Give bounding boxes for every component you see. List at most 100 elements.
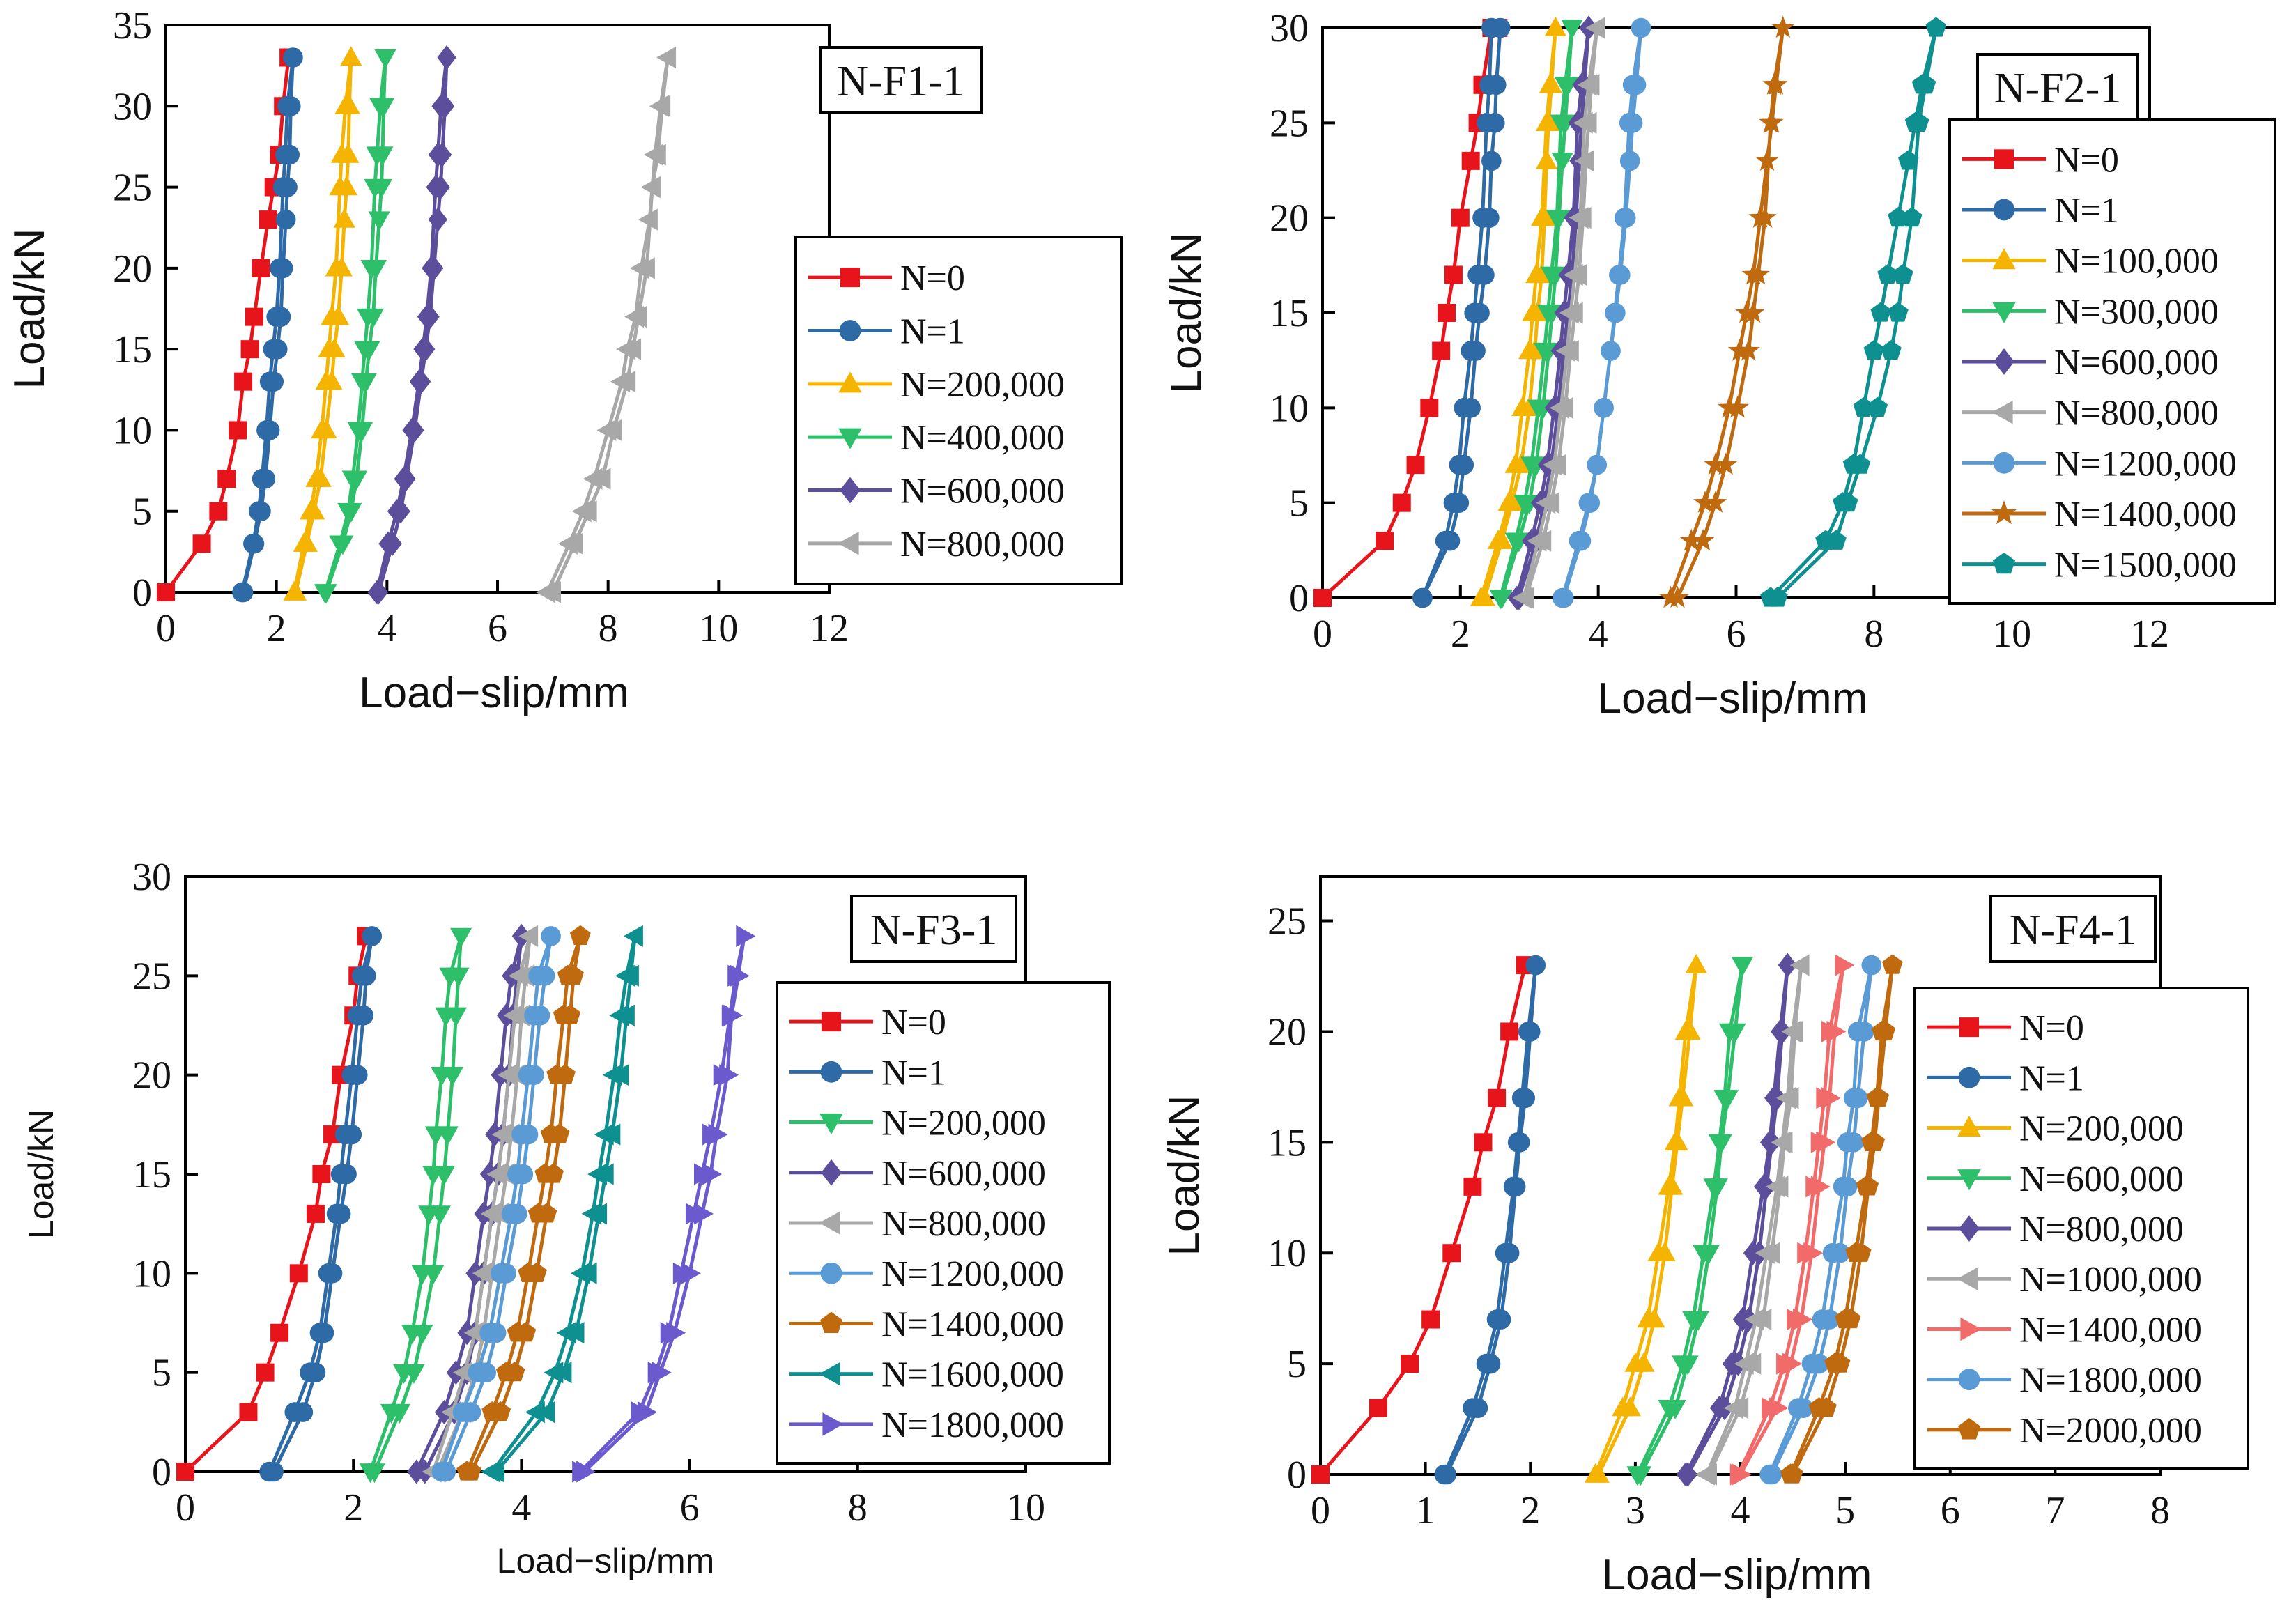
legend-label: N=800,000 — [881, 1204, 1046, 1244]
data-point — [1481, 151, 1502, 171]
data-point — [347, 1005, 368, 1026]
data-point — [289, 1264, 308, 1283]
data-point — [1732, 1307, 1752, 1332]
data-point — [1780, 1463, 1801, 1484]
data-point — [1843, 1088, 1864, 1109]
legend-marker — [1957, 1169, 1981, 1191]
data-point — [318, 1263, 339, 1284]
legend-label: N=0 — [881, 1003, 946, 1042]
data-point — [1722, 1351, 1742, 1376]
legend-marker — [840, 477, 861, 504]
data-point — [723, 1004, 743, 1026]
data-point — [1503, 1176, 1524, 1197]
data-point — [347, 422, 369, 442]
data-point — [1866, 1087, 1888, 1107]
panel-title: N-F2-1 — [1994, 65, 2122, 112]
data-point — [270, 258, 290, 279]
x-tick-label: 6 — [1941, 1489, 1960, 1532]
data-point — [563, 532, 583, 555]
x-tick-label: 2 — [344, 1486, 363, 1530]
data-point — [1835, 954, 1855, 976]
data-point — [1837, 1132, 1858, 1153]
data-point — [1718, 1023, 1741, 1043]
data-point — [511, 1124, 532, 1145]
data-point — [1771, 1019, 1790, 1044]
data-point — [1870, 302, 1892, 322]
x-axis-title: Load−slip/mm — [1598, 675, 1868, 723]
data-point — [1442, 1244, 1461, 1263]
y-tick-label: 35 — [113, 4, 152, 47]
data-point — [1821, 1020, 1841, 1043]
data-point — [508, 964, 528, 987]
data-point — [490, 1263, 511, 1284]
data-point — [524, 1005, 544, 1026]
data-point — [1587, 454, 1607, 475]
series-n-200-000 — [359, 927, 472, 1484]
data-point — [1908, 111, 1929, 132]
legend-label: N=1400,000 — [2054, 495, 2237, 534]
data-point — [329, 176, 351, 196]
data-point — [300, 1362, 320, 1382]
legend-marker — [820, 1262, 842, 1284]
series-n-800-000 — [536, 46, 677, 603]
data-point — [232, 582, 252, 603]
data-point — [1535, 111, 1558, 132]
data-point — [498, 1064, 518, 1086]
legend-marker — [1994, 149, 2014, 169]
data-point — [1612, 1396, 1634, 1417]
data-point — [259, 210, 277, 229]
data-point — [1863, 339, 1885, 360]
data-point — [1759, 110, 1782, 133]
series-n-300-000 — [1489, 20, 1583, 610]
data-point — [1713, 1090, 1736, 1110]
series-line — [1498, 26, 1574, 599]
y-axis-title: Load/kN — [1160, 1095, 1208, 1256]
data-point — [1664, 1131, 1686, 1151]
legend-label: N=800,000 — [900, 525, 1065, 564]
series-n-600-000 — [1626, 957, 1754, 1486]
data-point — [1467, 265, 1488, 285]
y-tick-label: 20 — [132, 1054, 171, 1097]
data-point — [272, 177, 293, 197]
data-point — [1888, 302, 1909, 322]
legend-marker — [820, 1061, 842, 1083]
data-point — [1760, 1130, 1780, 1155]
legend-label: N=0 — [900, 259, 965, 298]
panel-title-box — [819, 46, 983, 114]
data-point — [1856, 1176, 1877, 1196]
data-point — [1622, 75, 1643, 95]
y-tick-label: 5 — [132, 491, 152, 534]
data-point — [245, 307, 263, 326]
data-point — [1569, 530, 1589, 551]
x-axis-title: Load−slip/mm — [1602, 1551, 1872, 1599]
y-tick-label: 0 — [132, 571, 152, 615]
data-point — [334, 95, 357, 114]
legend-label: N=0 — [2054, 140, 2119, 180]
data-point — [364, 178, 386, 199]
data-point — [1311, 1465, 1330, 1484]
series-n-0 — [157, 48, 298, 601]
data-point — [192, 534, 211, 553]
data-point — [527, 1203, 549, 1223]
data-point — [481, 1401, 503, 1421]
data-point — [486, 1163, 507, 1185]
data-point — [1432, 341, 1451, 360]
data-point — [1753, 206, 1777, 228]
data-point — [1512, 587, 1532, 609]
legend-entry: N=200,000 — [808, 365, 1065, 405]
data-point — [1619, 151, 1640, 171]
data-point — [1717, 395, 1741, 418]
y-tick-label: 0 — [1289, 577, 1309, 620]
data-point — [1573, 111, 1593, 134]
series-n-2000-000 — [1780, 954, 1903, 1484]
data-point — [1520, 456, 1543, 477]
y-tick-label: 25 — [1270, 102, 1309, 145]
x-tick-label: 4 — [511, 1486, 531, 1530]
legend-entry: N=300,000 — [1962, 292, 2219, 332]
data-point — [1787, 1308, 1807, 1331]
data-point — [1847, 1022, 1868, 1042]
data-point — [293, 532, 315, 552]
data-point — [623, 925, 643, 947]
legend-entry: N=1800,000 — [1927, 1361, 2202, 1401]
legend-label: N=200,000 — [881, 1104, 1046, 1143]
